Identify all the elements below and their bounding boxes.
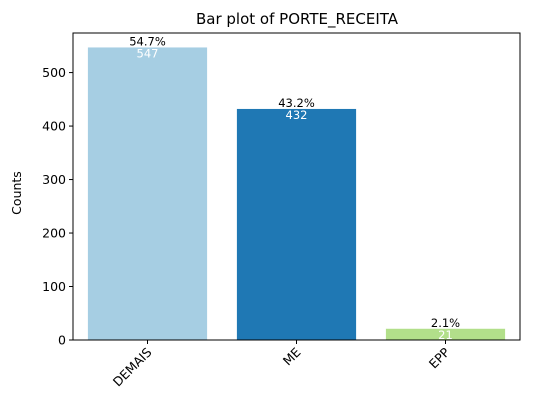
y-tick-label: 200 <box>42 226 66 241</box>
y-tick-label: 100 <box>42 279 66 294</box>
percent-label: 2.1% <box>431 316 460 330</box>
x-tick-label: DEMAIS <box>110 344 155 389</box>
y-tick-label: 0 <box>58 333 66 348</box>
x-tick-label: ME <box>280 344 304 368</box>
plot-frame <box>72 32 521 341</box>
y-axis-label: Counts <box>9 171 24 215</box>
bar <box>87 47 208 340</box>
bar <box>236 108 357 340</box>
y-tick-label: 300 <box>42 172 66 187</box>
y-tick-label: 400 <box>42 119 66 134</box>
chart-title: Bar plot of PORTE_RECEITA <box>196 10 399 29</box>
y-tick-label: 500 <box>42 65 66 80</box>
x-tick-label: EPP <box>426 344 453 371</box>
value-label: 432 <box>286 108 308 122</box>
plot-area: 0 100 200 300 400 500 54.7%547 DEMAIS 43.2%432 ME… <box>42 34 506 389</box>
bar <box>385 328 506 340</box>
percent-label: 43.2% <box>278 96 315 110</box>
value-label: 21 <box>438 328 453 342</box>
percent-label: 54.7% <box>129 34 166 48</box>
value-label: 547 <box>137 46 159 60</box>
